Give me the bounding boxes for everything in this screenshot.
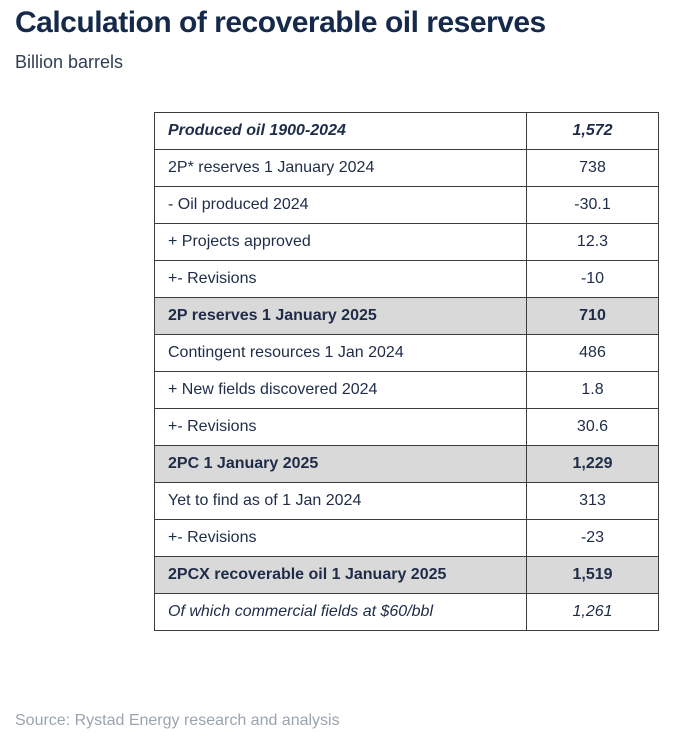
row-value: 710 [526, 297, 659, 335]
table-row: 2P* reserves 1 January 2024 738 [154, 149, 659, 187]
row-label: 2PCX recoverable oil 1 January 2025 [154, 556, 527, 594]
page-title: Calculation of recoverable oil reserves [15, 6, 546, 39]
row-value: 1,572 [526, 112, 659, 150]
table-row: +- Revisions -10 [154, 260, 659, 298]
row-value: 1,261 [526, 593, 659, 631]
page-subtitle: Billion barrels [15, 52, 124, 72]
row-label: Of which commercial fields at $60/bbl [154, 593, 527, 631]
row-label: 2P* reserves 1 January 2024 [154, 149, 527, 187]
row-label: 2PC 1 January 2025 [154, 445, 527, 483]
reserves-table-body: Produced oil 1900-2024 1,572 2P* reserves … [154, 112, 659, 631]
row-label: Yet to find as of 1 Jan 2024 [154, 482, 527, 520]
row-value: 1,519 [526, 556, 659, 594]
table-row: 2PCX recoverable oil 1 January 2025 1,519 [154, 556, 659, 594]
row-value: 1,229 [526, 445, 659, 483]
row-value: -10 [526, 260, 659, 298]
table-row: Of which commercial fields at $60/bbl 1,2… [154, 593, 659, 631]
reserves-calculation-table: Produced oil 1900-2024 1,572 2P* reserves … [154, 112, 659, 631]
row-value: -23 [526, 519, 659, 557]
row-value: 30.6 [526, 408, 659, 446]
row-label: +- Revisions [154, 408, 527, 446]
row-label: 2P reserves 1 January 2025 [154, 297, 527, 335]
row-label: + Projects approved [154, 223, 527, 261]
table-row: + Projects approved 12.3 [154, 223, 659, 261]
row-label: Contingent resources 1 Jan 2024 [154, 334, 527, 372]
row-value: 486 [526, 334, 659, 372]
row-label: +- Revisions [154, 519, 527, 557]
row-label: + New fields discovered 2024 [154, 371, 527, 409]
table-row: Produced oil 1900-2024 1,572 [154, 112, 659, 150]
row-label: - Oil produced 2024 [154, 186, 527, 224]
row-label: +- Revisions [154, 260, 527, 298]
source-note: Source: Rystad Energy research and analy… [15, 712, 340, 729]
row-value: 12.3 [526, 223, 659, 261]
row-value: 738 [526, 149, 659, 187]
row-value: 1.8 [526, 371, 659, 409]
table-row: - Oil produced 2024 -30.1 [154, 186, 659, 224]
table-row: 2PC 1 January 2025 1,229 [154, 445, 659, 483]
table-row: + New fields discovered 2024 1.8 [154, 371, 659, 409]
table-row: Contingent resources 1 Jan 2024 486 [154, 334, 659, 372]
row-label: Produced oil 1900-2024 [154, 112, 527, 150]
row-value: 313 [526, 482, 659, 520]
table-row: Yet to find as of 1 Jan 2024 313 [154, 482, 659, 520]
table-row: +- Revisions 30.6 [154, 408, 659, 446]
table-row: 2P reserves 1 January 2025 710 [154, 297, 659, 335]
table-row: +- Revisions -23 [154, 519, 659, 557]
row-value: -30.1 [526, 186, 659, 224]
